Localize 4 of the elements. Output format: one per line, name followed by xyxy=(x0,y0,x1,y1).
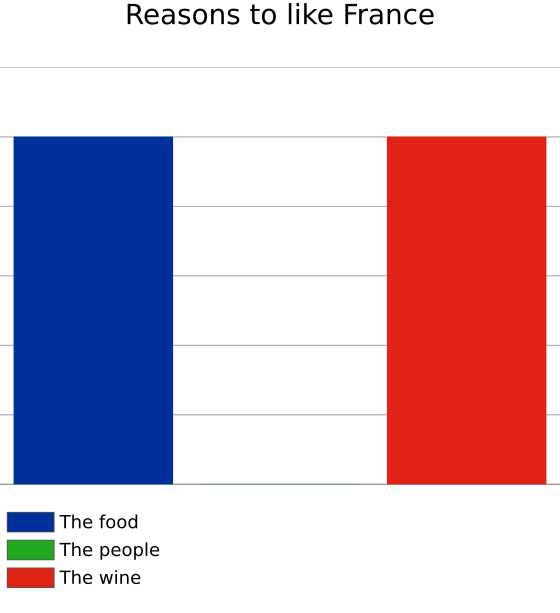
legend-label: The food xyxy=(60,514,138,528)
legend-label: The people xyxy=(60,542,160,560)
legend-label: The wine xyxy=(60,570,140,584)
chart-title: Reasons to like France xyxy=(128,3,434,25)
